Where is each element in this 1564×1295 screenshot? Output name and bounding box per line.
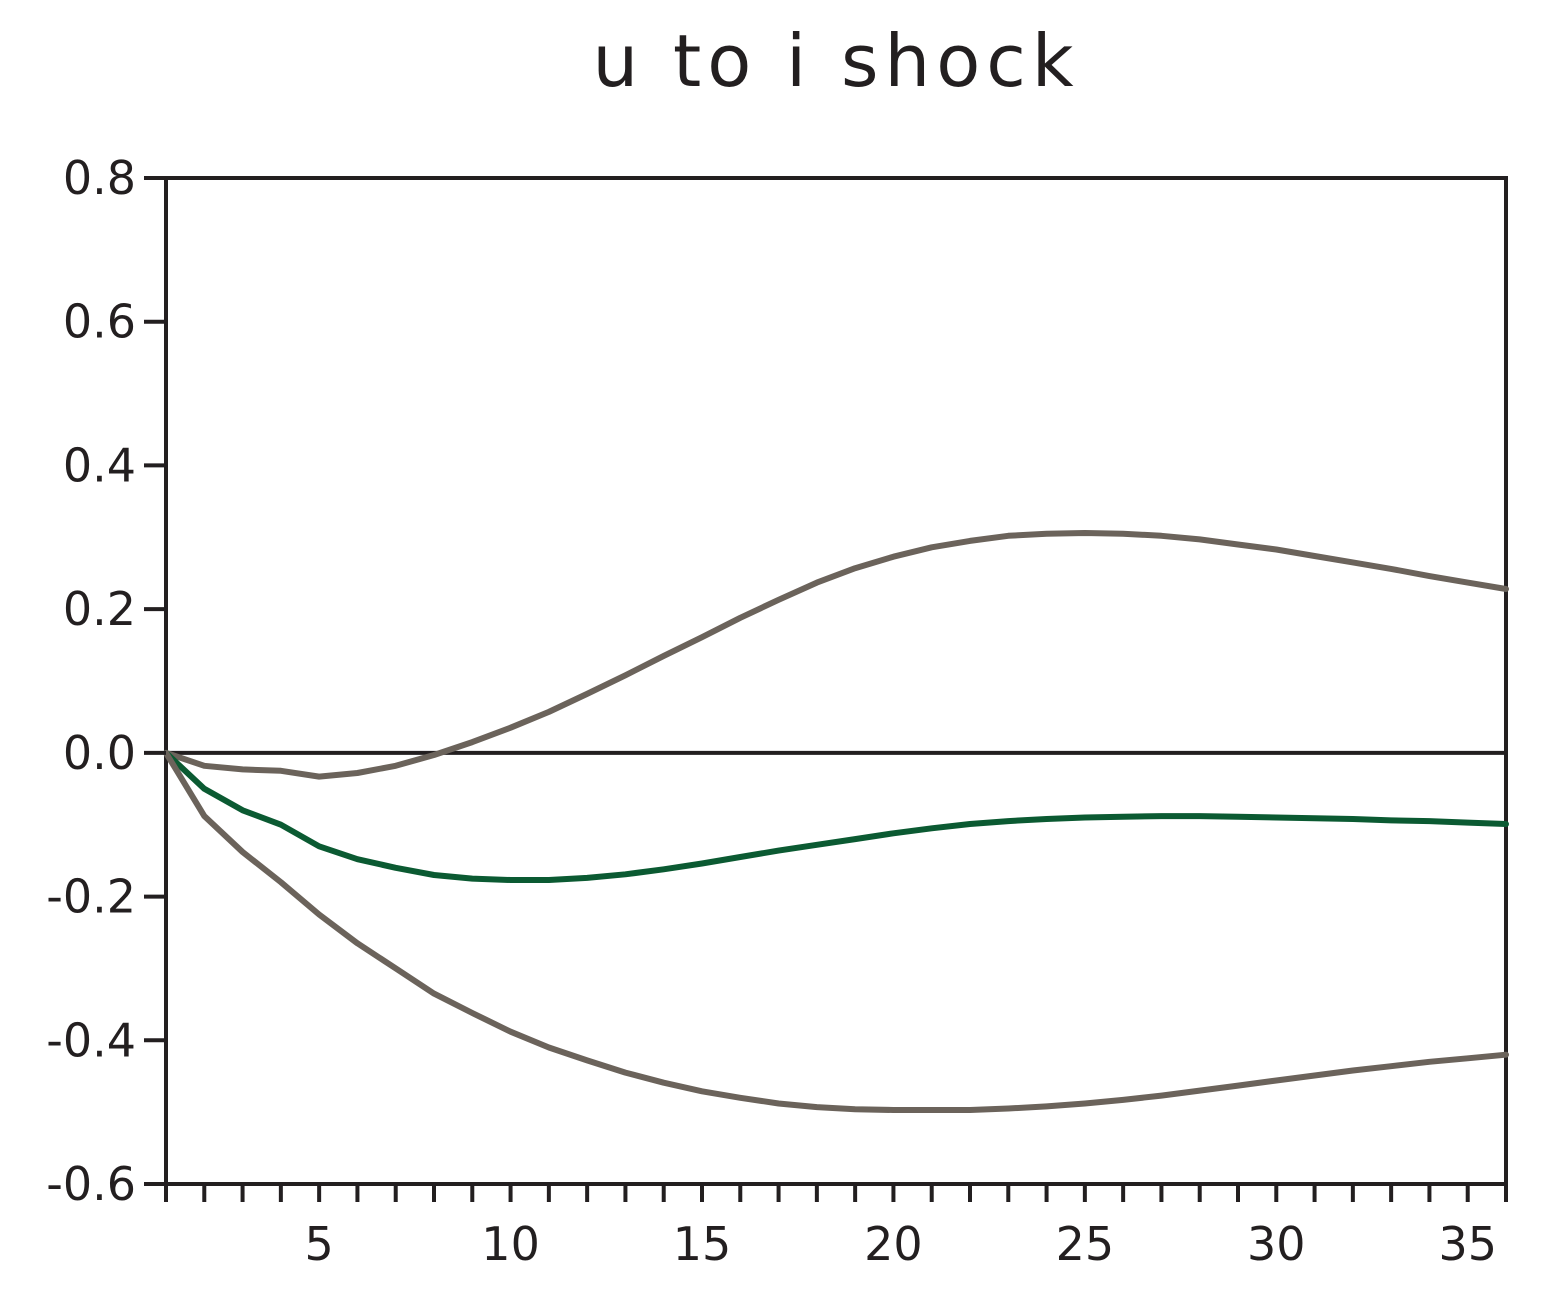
chart-title: u to i shock — [592, 19, 1079, 103]
plot-frame — [164, 176, 1508, 1186]
x-tick-label: 10 — [481, 1217, 540, 1271]
y-tick-label: -0.4 — [46, 1013, 136, 1067]
lower-band-line — [163, 749, 1509, 1113]
x-tick-label: 25 — [1056, 1217, 1115, 1271]
y-tick-label: -0.2 — [46, 870, 136, 924]
y-tick-label: 0.2 — [63, 582, 136, 636]
y-tick-label: 0.8 — [63, 151, 136, 205]
x-axis: 5 10 15 20 25 30 35 — [164, 1184, 1508, 1271]
y-tick-label: 0.6 — [63, 295, 136, 349]
y-axis: 0.8 0.6 0.4 0.2 0.0 -0.2 -0.4 -0.6 — [46, 151, 166, 1211]
y-tick-label: 0.4 — [63, 438, 136, 492]
x-tick-label: 5 — [305, 1217, 334, 1271]
x-tick-label: 30 — [1247, 1217, 1306, 1271]
series-group — [163, 530, 1509, 1113]
x-tick-label: 20 — [864, 1217, 923, 1271]
x-tick-label: 35 — [1438, 1217, 1497, 1271]
impulse-response-line — [163, 749, 1509, 883]
x-tick-label: 15 — [673, 1217, 732, 1271]
y-tick-label: -0.6 — [46, 1157, 136, 1211]
y-tick-label: 0.0 — [63, 726, 136, 780]
upper-band-line — [163, 530, 1509, 780]
plot-frame-group — [164, 176, 1508, 1186]
